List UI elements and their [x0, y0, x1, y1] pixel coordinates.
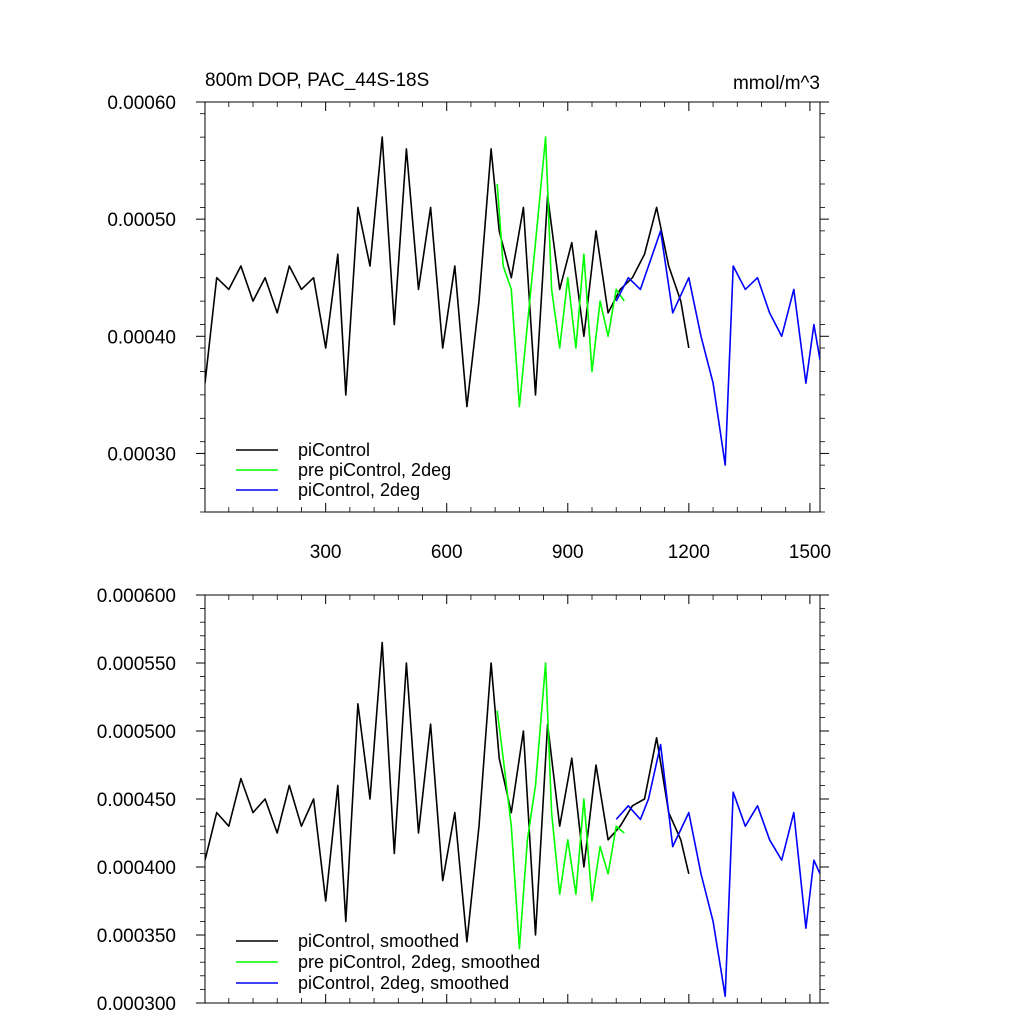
plot-frame [204, 101, 821, 513]
series-line-picontrol-2deg-smoothed [615, 743, 820, 998]
x-tick-label: 900 [552, 542, 584, 563]
y-tick-label: 0.00050 [107, 210, 176, 231]
chart-title: 800m DOP, PAC_44S-18S [205, 70, 429, 91]
series-line-picontrol-2deg [615, 230, 820, 466]
y-tick-label: 0.000600 [97, 586, 176, 607]
y-tick-label: 0.000400 [97, 858, 176, 879]
legend-label: piControl [298, 440, 370, 460]
y-tick-label: 0.000500 [97, 722, 176, 743]
series-line-pre-picontrol-2deg [496, 136, 625, 408]
x-tick-label: 300 [310, 542, 342, 563]
legend-label: piControl, 2deg, smoothed [298, 973, 509, 993]
series-line-pre-picontrol-2deg-smoothed [496, 662, 625, 950]
chart-panel-2: 0.000300 0.000350 0.000400 0.000450 0.000500… [97, 586, 829, 1015]
legend-label: pre piControl, 2deg, smoothed [298, 952, 540, 972]
y-tick-label: 0.000550 [97, 654, 176, 675]
series-line-picontrol [205, 136, 690, 408]
y-tick-label: 0.000450 [97, 790, 176, 811]
chart-panel-1: 300 600 900 1200 1500 0.00030 0.00040 0.00050 0.… [107, 70, 831, 563]
series-line-picontrol-smoothed [205, 641, 690, 943]
legend-label: piControl, smoothed [298, 931, 459, 951]
legend-label: piControl, 2deg [298, 480, 420, 500]
legend-label: pre piControl, 2deg [298, 460, 451, 480]
y-tick-label: 0.00060 [107, 93, 176, 114]
y-tick-label: 0.00030 [107, 444, 176, 465]
x-tick-label: 1200 [668, 542, 710, 563]
y-tick-label: 0.00040 [107, 327, 176, 348]
y-tick-label: 0.000300 [97, 994, 176, 1015]
y-tick-label: 0.000350 [97, 926, 176, 947]
x-tick-label: 1500 [789, 542, 831, 563]
units-label: mmol/m^3 [733, 73, 820, 94]
x-tick-label: 600 [431, 542, 463, 563]
